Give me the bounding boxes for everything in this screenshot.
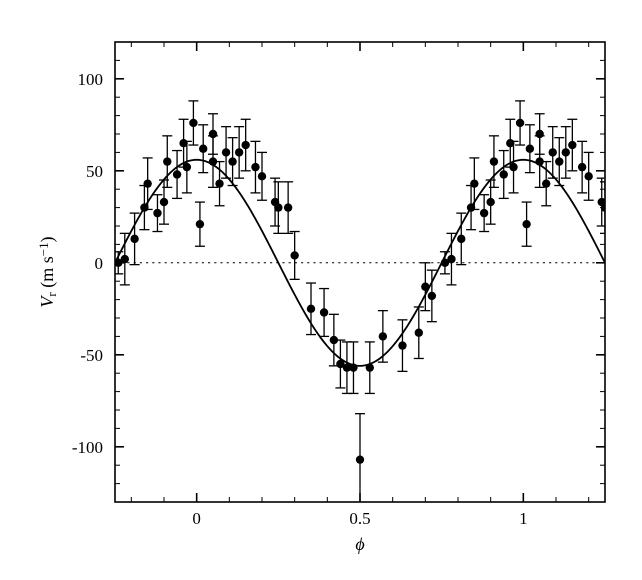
svg-text:-100: -100 [72, 438, 103, 457]
x-axis-label: ϕ [355, 534, 364, 554]
svg-text:0: 0 [192, 509, 201, 528]
svg-text:0: 0 [95, 254, 104, 273]
svg-text:-50: -50 [80, 346, 103, 365]
svg-text:ϕ: ϕ [355, 534, 364, 554]
svg-text:50: 50 [86, 162, 103, 181]
svg-text:0.5: 0.5 [349, 509, 370, 528]
radial-velocity-chart: 00.51 -100-50050100 ϕ Vr (m s−1) [0, 0, 642, 580]
svg-text:1: 1 [519, 509, 528, 528]
svg-text:100: 100 [78, 70, 104, 89]
